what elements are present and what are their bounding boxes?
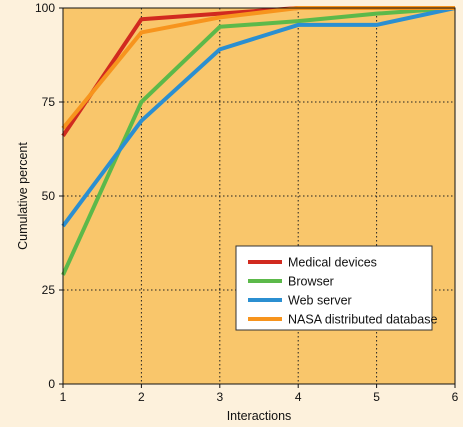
- x-tick-label-6: 6: [452, 390, 459, 404]
- y-tick-label-100: 100: [35, 1, 55, 15]
- y-axis-ticks: 0 25 50 75 100: [35, 1, 63, 391]
- y-axis-title: Cumulative percent: [16, 142, 30, 250]
- x-tick-label-2: 2: [138, 390, 145, 404]
- x-tick-label-4: 4: [295, 390, 302, 404]
- legend-label-4: NASA distributed database: [288, 313, 437, 327]
- legend-label-2: Browser: [288, 275, 334, 289]
- y-tick-label-0: 0: [48, 377, 55, 391]
- x-tick-label-3: 3: [216, 390, 223, 404]
- series-line-browser: [61, 6, 456, 276]
- y-tick-label-75: 75: [42, 95, 56, 109]
- y-tick-label-50: 50: [42, 189, 56, 203]
- y-tick-label-25: 25: [42, 283, 56, 297]
- x-axis-ticks: 1 2 3 4 5 6: [60, 384, 459, 404]
- series-line-web-server: [61, 6, 456, 228]
- x-tick-label-5: 5: [373, 390, 380, 404]
- x-tick-label-1: 1: [60, 390, 67, 404]
- legend: Medical devices Browser Web server NASA dis…: [235, 245, 437, 331]
- legend-label-1: Medical devices: [288, 256, 377, 270]
- x-axis-title: Interactions: [227, 409, 292, 423]
- legend-label-3: Web server: [288, 294, 352, 308]
